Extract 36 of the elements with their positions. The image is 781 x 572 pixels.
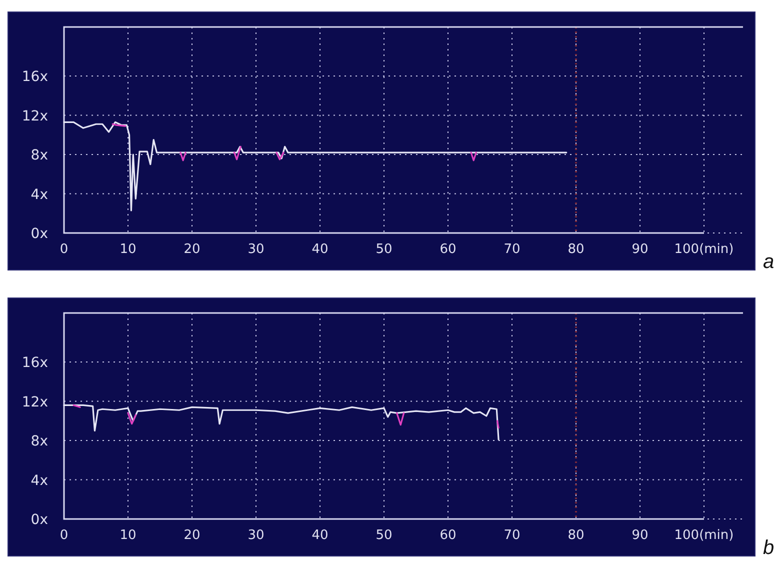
x-tick-label: 40: [312, 528, 328, 543]
x-tick-label: 0: [60, 242, 68, 257]
y-tick-label: 16x: [22, 69, 48, 86]
x-tick-label: 40: [312, 242, 328, 257]
y-tick-label: 8x: [30, 148, 48, 164]
x-tick-label: 80: [568, 242, 584, 257]
x-tick-label: 60: [440, 242, 456, 257]
y-tick-label: 0x: [30, 512, 48, 528]
line-series: [63, 121, 568, 212]
y-tick-label: 12x: [22, 394, 48, 410]
y-tick-label: 4x: [30, 472, 48, 489]
x-tick-label: 100(min): [674, 242, 734, 257]
text: b: [763, 537, 774, 559]
line-series: [63, 404, 500, 440]
x-tick-label: 20: [184, 242, 200, 257]
text: a: [763, 251, 774, 273]
y-tick-label: 8x: [30, 434, 48, 450]
y-tick-label: 12x: [22, 108, 48, 124]
x-tick-label: 70: [504, 242, 520, 257]
x-tick-label: 50: [376, 528, 392, 543]
y-tick-label: 0x: [30, 226, 48, 242]
x-tick-label: 60: [440, 528, 456, 543]
x-tick-label: 90: [632, 242, 648, 257]
x-tick-label: 80: [568, 528, 584, 543]
x-tick-label: 90: [632, 528, 648, 543]
x-tick-label: 0: [60, 528, 68, 543]
y-tick-label: 16x: [22, 355, 48, 372]
x-tick-label: 100(min): [674, 528, 734, 543]
x-tick-label: 50: [376, 242, 392, 257]
y-tick-label: 4x: [30, 186, 48, 203]
x-tick-label: 20: [184, 528, 200, 543]
x-tick-label: 10: [120, 528, 136, 543]
x-tick-label: 70: [504, 528, 520, 543]
x-tick-label: 10: [120, 242, 136, 257]
x-tick-label: 30: [248, 242, 264, 257]
x-tick-label: 30: [248, 528, 264, 543]
